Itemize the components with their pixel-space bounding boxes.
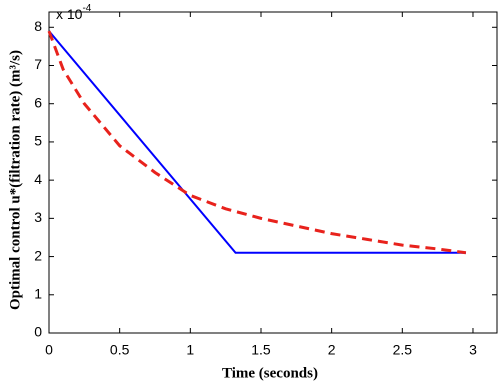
y-tick-label: 5 bbox=[34, 133, 42, 149]
y-tick-label: 1 bbox=[34, 285, 42, 301]
y-tick-label: 2 bbox=[34, 247, 42, 263]
y-tick-label: 6 bbox=[34, 94, 42, 110]
x-tick-label: 1 bbox=[186, 342, 194, 358]
x-tick-label: 0 bbox=[45, 342, 53, 358]
x-tick-label: 2 bbox=[328, 342, 336, 358]
x-tick-label: 2.5 bbox=[393, 342, 413, 358]
y-tick-label: 4 bbox=[34, 171, 42, 187]
y-tick-label: 3 bbox=[34, 209, 42, 225]
series-line bbox=[47, 30, 467, 255]
x-axis-label: Time (seconds) bbox=[222, 365, 318, 381]
y-tick-label: 0 bbox=[34, 324, 42, 340]
y-tick-label: 8 bbox=[34, 18, 42, 34]
series-line bbox=[48, 30, 466, 254]
multiplier-exponent: -4 bbox=[82, 3, 91, 14]
x-tick-label: 0.5 bbox=[110, 342, 130, 358]
plot-frame bbox=[48, 11, 498, 334]
multiplier: x 10-4 bbox=[56, 3, 92, 22]
x-tick-label: 3 bbox=[469, 342, 477, 358]
y-axis-label: Optimal control u*(filtration rate) (m³/… bbox=[7, 50, 23, 310]
y-tick-label: 7 bbox=[34, 56, 42, 72]
x-tick-label: 1.5 bbox=[251, 342, 271, 358]
multiplier-base: x 10 bbox=[56, 6, 83, 22]
